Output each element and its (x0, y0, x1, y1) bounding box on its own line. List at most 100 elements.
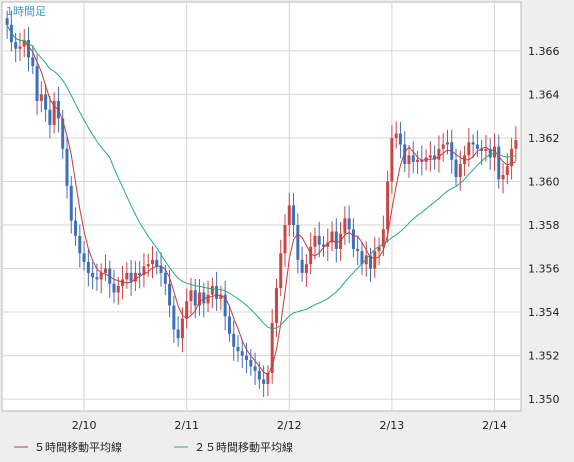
candle (31, 45, 35, 75)
candle-body (330, 231, 334, 243)
candle-body (185, 301, 189, 319)
candle (510, 138, 514, 180)
candle (91, 261, 95, 290)
candle (287, 192, 291, 237)
candle-body (471, 142, 475, 145)
candle (428, 141, 432, 172)
candle (44, 84, 48, 122)
candle-body (249, 359, 253, 367)
candle-body (505, 166, 509, 175)
candle (52, 92, 56, 134)
candle (514, 126, 518, 162)
candle-body (112, 283, 116, 293)
candle-body (458, 164, 462, 178)
candle (146, 253, 150, 278)
candle-body (78, 235, 82, 254)
candle (356, 235, 360, 266)
candle-body (99, 272, 103, 280)
legend: ５時間移動平均線 ２５時間移動平均線 (14, 440, 293, 454)
y-tick-label: 1.356 (528, 263, 560, 276)
candle-body (219, 294, 223, 299)
candle-body (52, 100, 56, 125)
candle-body (86, 262, 90, 273)
candle-body (69, 185, 73, 221)
candle (270, 308, 274, 384)
candle (497, 134, 501, 189)
timeframe-label: 1時間足 (6, 5, 46, 18)
candle (155, 250, 159, 275)
candle-body (416, 159, 420, 162)
candle (249, 349, 253, 376)
candle-body (334, 231, 338, 249)
candle-body (300, 259, 304, 273)
candle-body (91, 272, 95, 278)
candle-body (31, 57, 35, 67)
candle (138, 261, 142, 289)
candle-body (313, 235, 317, 247)
y-tick-label: 1.350 (528, 393, 560, 406)
candle (304, 254, 308, 287)
y-tick-label: 1.360 (528, 175, 560, 188)
candle (86, 249, 90, 287)
candle (125, 262, 129, 289)
candle (245, 342, 249, 374)
candle (437, 135, 441, 173)
candle (223, 280, 227, 331)
candle (18, 32, 22, 62)
candle-body (411, 155, 415, 162)
x-axis-tick-labels: 2/10 2/11 2/12 2/13 2/14 (72, 419, 507, 432)
candle (198, 279, 202, 316)
candle-body (121, 279, 125, 286)
legend-label-ma5: ５時間移動平均線 (34, 440, 122, 454)
candle-body (257, 370, 261, 380)
candle-body (274, 288, 278, 323)
candle (441, 133, 445, 162)
candle-body (428, 155, 432, 158)
candle (471, 134, 475, 159)
candle (22, 29, 26, 58)
candle-body (116, 285, 120, 293)
candle-body (488, 148, 492, 158)
candle (390, 125, 394, 194)
candle (206, 280, 210, 313)
candle (232, 320, 236, 361)
candle (347, 205, 351, 244)
candle-body (433, 155, 437, 160)
candle (253, 352, 257, 385)
candle (65, 134, 69, 199)
candle-body (309, 246, 313, 265)
candle-body (262, 379, 266, 384)
candle (373, 237, 377, 278)
candle (185, 288, 189, 329)
y-axis-tick-labels: 1.366 1.364 1.362 1.360 1.358 1.356 1.354 1.352… (528, 45, 560, 406)
candle (99, 263, 103, 294)
candle-body (360, 251, 364, 265)
candle (142, 253, 146, 288)
candle (505, 153, 509, 185)
candle-body (480, 148, 484, 151)
candle (279, 239, 283, 297)
candle-body (253, 366, 257, 371)
candle-body (44, 94, 48, 110)
candle-body (266, 373, 270, 384)
candle (5, 10, 9, 39)
candle-body (103, 268, 107, 273)
candle-body (407, 155, 411, 165)
candle-body (65, 148, 69, 186)
y-tick-label: 1.352 (528, 350, 560, 363)
candle-body (236, 346, 240, 352)
candle-body (441, 144, 445, 149)
candle (369, 247, 373, 282)
x-tick-label: 2/13 (380, 419, 405, 432)
candle (300, 246, 304, 282)
candle-body (35, 66, 39, 101)
candle-body (373, 251, 377, 269)
x-tick-label: 2/11 (174, 419, 199, 432)
candle (262, 365, 266, 398)
candle-body (39, 94, 43, 101)
candle (351, 218, 355, 257)
candle (133, 260, 137, 291)
candle-body (437, 148, 441, 160)
candle (283, 214, 287, 268)
